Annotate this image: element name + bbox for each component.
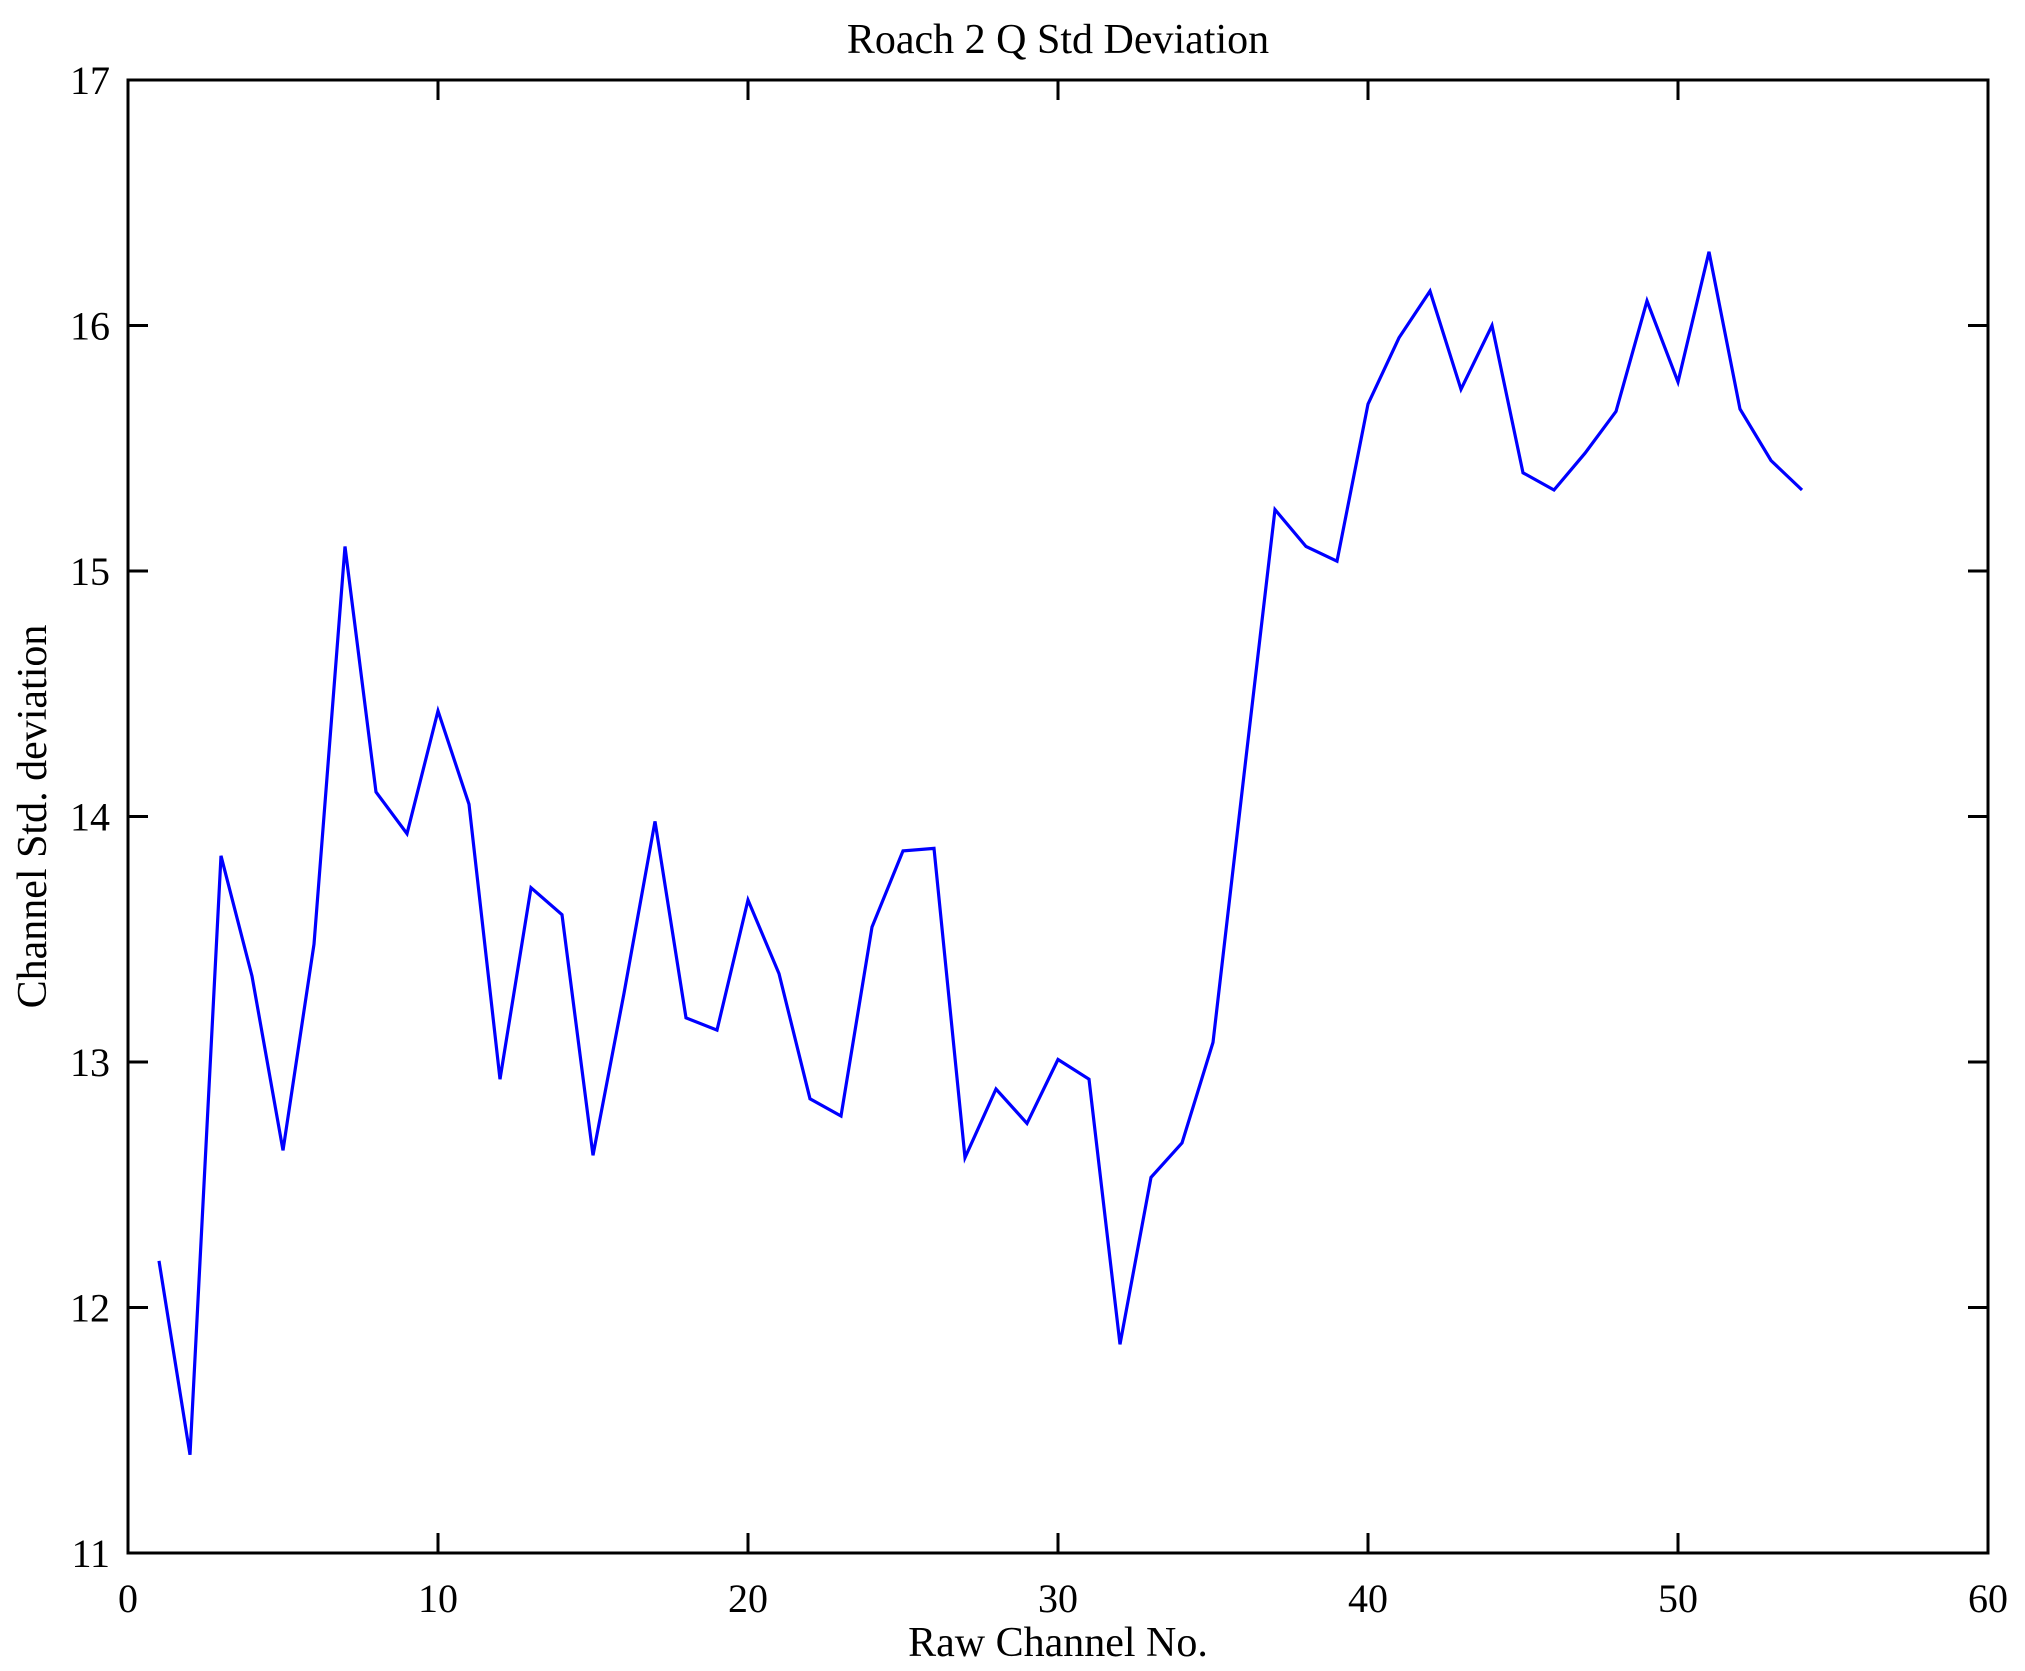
x-tick-label: 30 [1038,1576,1078,1621]
y-tick-label: 15 [70,549,110,594]
y-tick-label: 17 [70,58,110,103]
y-tick-label: 12 [70,1286,110,1331]
data-line [157,251,1804,1456]
y-tick-label: 11 [71,1531,110,1576]
y-tick-label: 16 [70,304,110,349]
y-axis-label: Channel Std. deviation [10,625,56,1009]
x-tick-label: 10 [418,1576,458,1621]
x-axis-label: Raw Channel No. [908,1620,1208,1666]
y-tick-label: 14 [70,795,110,840]
plot-background [128,80,1988,1553]
tick-labels: 0 10 20 30 40 50 60 11 12 13 14 15 16 17 [70,58,2008,1621]
x-tick-label: 0 [118,1576,138,1621]
x-tick-label: 40 [1348,1576,1388,1621]
chart-title: Roach 2 Q Std Deviation [847,17,1269,63]
x-tick-label: 50 [1658,1576,1698,1621]
axis-box [126,78,1990,1555]
y-tick-label: 13 [70,1040,110,1085]
x-tick-label: 20 [728,1576,768,1621]
x-tick-label: 60 [1968,1576,2008,1621]
